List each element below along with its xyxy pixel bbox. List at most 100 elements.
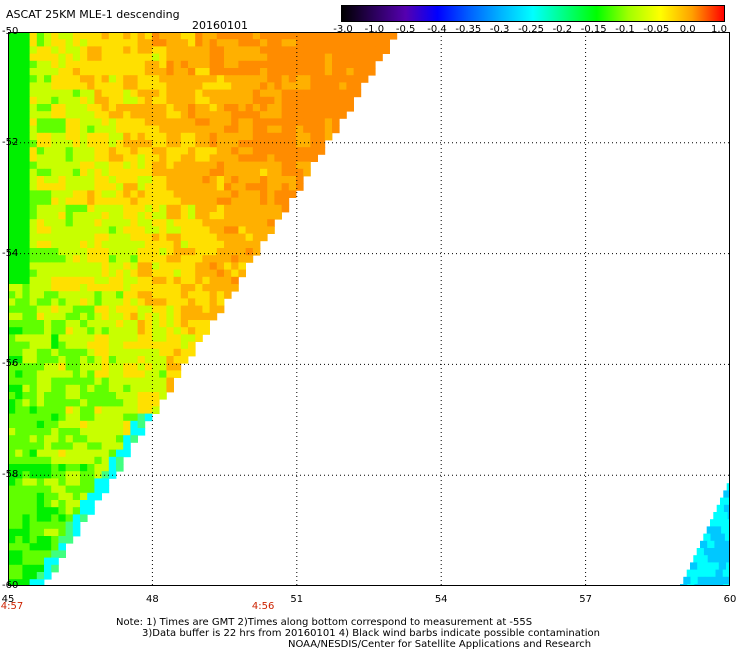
swath-cell [252,82,261,90]
swath-cell [116,75,124,83]
swath-cell [231,240,239,249]
swath-cell [22,140,30,148]
swath-cell [144,370,153,378]
swath-cell [51,68,59,76]
swath-cell [116,132,124,141]
swath-cell [65,363,74,371]
swath-cell [65,276,74,285]
swath-cell [152,140,160,148]
colorbar-label: -3.0 [333,24,353,35]
swath-cell [87,262,95,270]
swath-cell [80,500,88,508]
swath-cell [180,161,189,170]
swath-cell [72,89,81,98]
swath-cell [260,111,268,119]
swath-cell [152,377,160,386]
swath-cell [152,176,160,184]
swath-cell [224,190,232,198]
swath-cell [180,154,189,162]
swath-cell [303,147,311,155]
swath-cell [116,82,124,90]
swath-cell [195,284,203,292]
swath-cell [44,53,52,62]
swath-cell [310,60,318,69]
swath-cell [368,39,376,47]
swath-cell [87,111,95,119]
swath-cell [180,305,189,314]
swath-cell [706,526,715,534]
swath-cell [173,269,182,278]
swath-cell [180,32,189,40]
swath-cell [65,320,74,328]
swath-cell [36,168,45,177]
swath-cell [36,154,45,162]
swath-cell [123,89,131,98]
swath-cell [51,269,59,278]
swath-cell [303,118,311,126]
swath-cell [87,39,95,47]
swath-cell [94,370,102,378]
swath-cell [130,428,138,436]
swath-cell [209,96,218,105]
swath-cell [718,562,727,570]
swath-cell [288,82,297,90]
swath-cell [58,348,66,357]
swath-cell [173,312,182,321]
swath-cell [159,32,167,40]
swath-cell [44,514,52,522]
swath-cell [726,562,730,570]
swath-cell [101,428,110,436]
swath-cell [152,399,160,407]
swath-cell [44,161,52,170]
swath-cell [288,53,297,62]
swath-cell [216,248,225,256]
swath-cell [180,118,189,126]
swath-cell [29,356,38,364]
swath-cell [44,240,52,249]
swath-cell [188,168,196,177]
swath-cell [80,204,88,213]
swath-cell [58,320,66,328]
swath-cell [317,111,326,119]
swath-cell [8,291,16,299]
swath-cell [195,89,203,98]
swath-cell [173,154,182,162]
swath-cell [245,154,254,162]
swath-cell [152,204,160,213]
swath-cell [87,413,95,422]
swath-cell [29,471,38,479]
swath-cell [152,348,160,357]
swath-cell [116,406,124,414]
swath-cell [123,75,131,83]
swath-cell [152,82,160,90]
swath-cell [72,384,81,393]
swath-cell [65,190,74,198]
swath-cell [108,262,117,270]
swath-cell [238,147,246,155]
swath-cell [324,82,333,90]
swath-cell [123,32,131,40]
swath-cell [80,60,88,69]
swath-cell [202,197,210,206]
swath-cell [101,406,110,414]
swath-cell [36,341,45,350]
swath-cell [339,111,347,119]
swath-cell [80,161,88,170]
swath-cell [683,576,691,585]
swath-cell [173,248,182,256]
swath-cell [173,132,182,141]
swath-cell [267,204,275,213]
swath-cell [137,89,146,98]
swath-cell [195,233,203,242]
swath-cell [137,356,146,364]
swath-cell [224,269,232,278]
swath-cell [317,89,326,98]
swath-cell [324,53,333,62]
swath-cell [209,154,218,162]
swath-cell [173,197,182,206]
swath-cell [152,298,160,306]
swath-cell [101,183,110,191]
swath-cell [281,89,290,98]
swath-cell [137,320,146,328]
swath-cell [159,46,167,54]
